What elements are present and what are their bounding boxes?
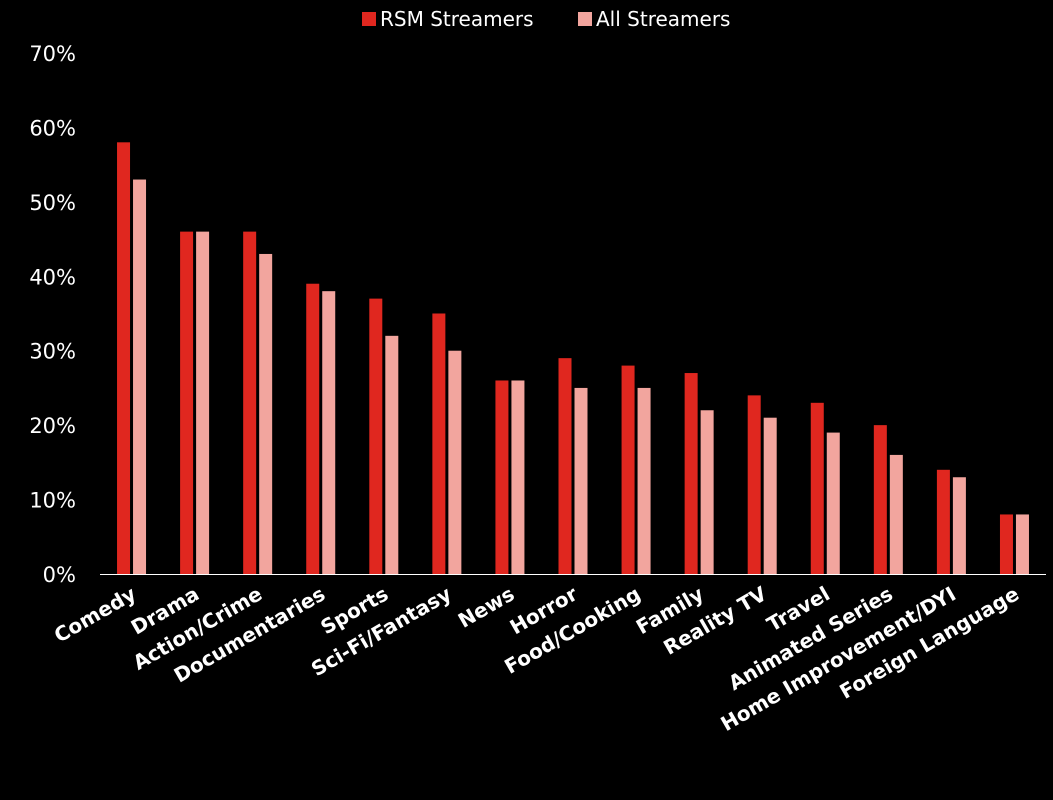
bar-all-streamers [952,477,966,574]
bar-all-streamers [448,350,462,574]
y-tick-label: 0% [43,563,76,587]
bars [117,142,1029,575]
bar-all-streamers [259,253,273,574]
bar-rsm-streamers [495,380,509,574]
y-tick-label: 10% [29,489,76,513]
y-tick-label: 50% [29,191,76,215]
y-tick-label: 20% [29,414,76,438]
bar-all-streamers [700,410,714,574]
bar-rsm-streamers [558,358,572,574]
y-axis: 0% 10% 20% 30% 40% 50% 60% 70% [29,42,76,587]
bar-rsm-streamers [621,365,635,574]
legend-label: RSM Streamers [380,7,534,31]
bar-rsm-streamers [432,313,446,574]
bar-all-streamers [889,454,903,574]
bar-all-streamers [385,335,399,574]
legend-label: All Streamers [596,7,730,31]
bar-rsm-streamers [999,514,1013,574]
bar-all-streamers [1015,514,1029,574]
bar-rsm-streamers [180,231,194,574]
bar-all-streamers [196,231,210,574]
bar-rsm-streamers [243,231,257,574]
bar-all-streamers [322,291,336,574]
bar-all-streamers [763,417,777,574]
bar-rsm-streamers [684,373,698,574]
bar-all-streamers [637,387,651,574]
x-axis: ComedyDramaAction/CrimeDocumentariesSpor… [50,581,1023,736]
bar-rsm-streamers [810,402,824,574]
bar-rsm-streamers [873,425,887,574]
bar-all-streamers [574,387,588,574]
legend-swatch [578,12,592,26]
bar-all-streamers [826,432,840,574]
x-tick-label: Comedy [50,582,140,648]
y-tick-label: 40% [29,265,76,289]
bar-rsm-streamers [747,395,761,574]
bar-all-streamers [511,380,525,574]
bar-all-streamers [133,179,147,574]
legend: RSM Streamers All Streamers [362,7,730,31]
bar-rsm-streamers [306,283,320,574]
y-tick-label: 30% [29,340,76,364]
bar-rsm-streamers [936,469,950,574]
y-tick-label: 60% [29,116,76,140]
legend-swatch [362,12,376,26]
y-tick-label: 70% [29,42,76,66]
bar-rsm-streamers [117,142,131,575]
bar-rsm-streamers [369,298,383,574]
